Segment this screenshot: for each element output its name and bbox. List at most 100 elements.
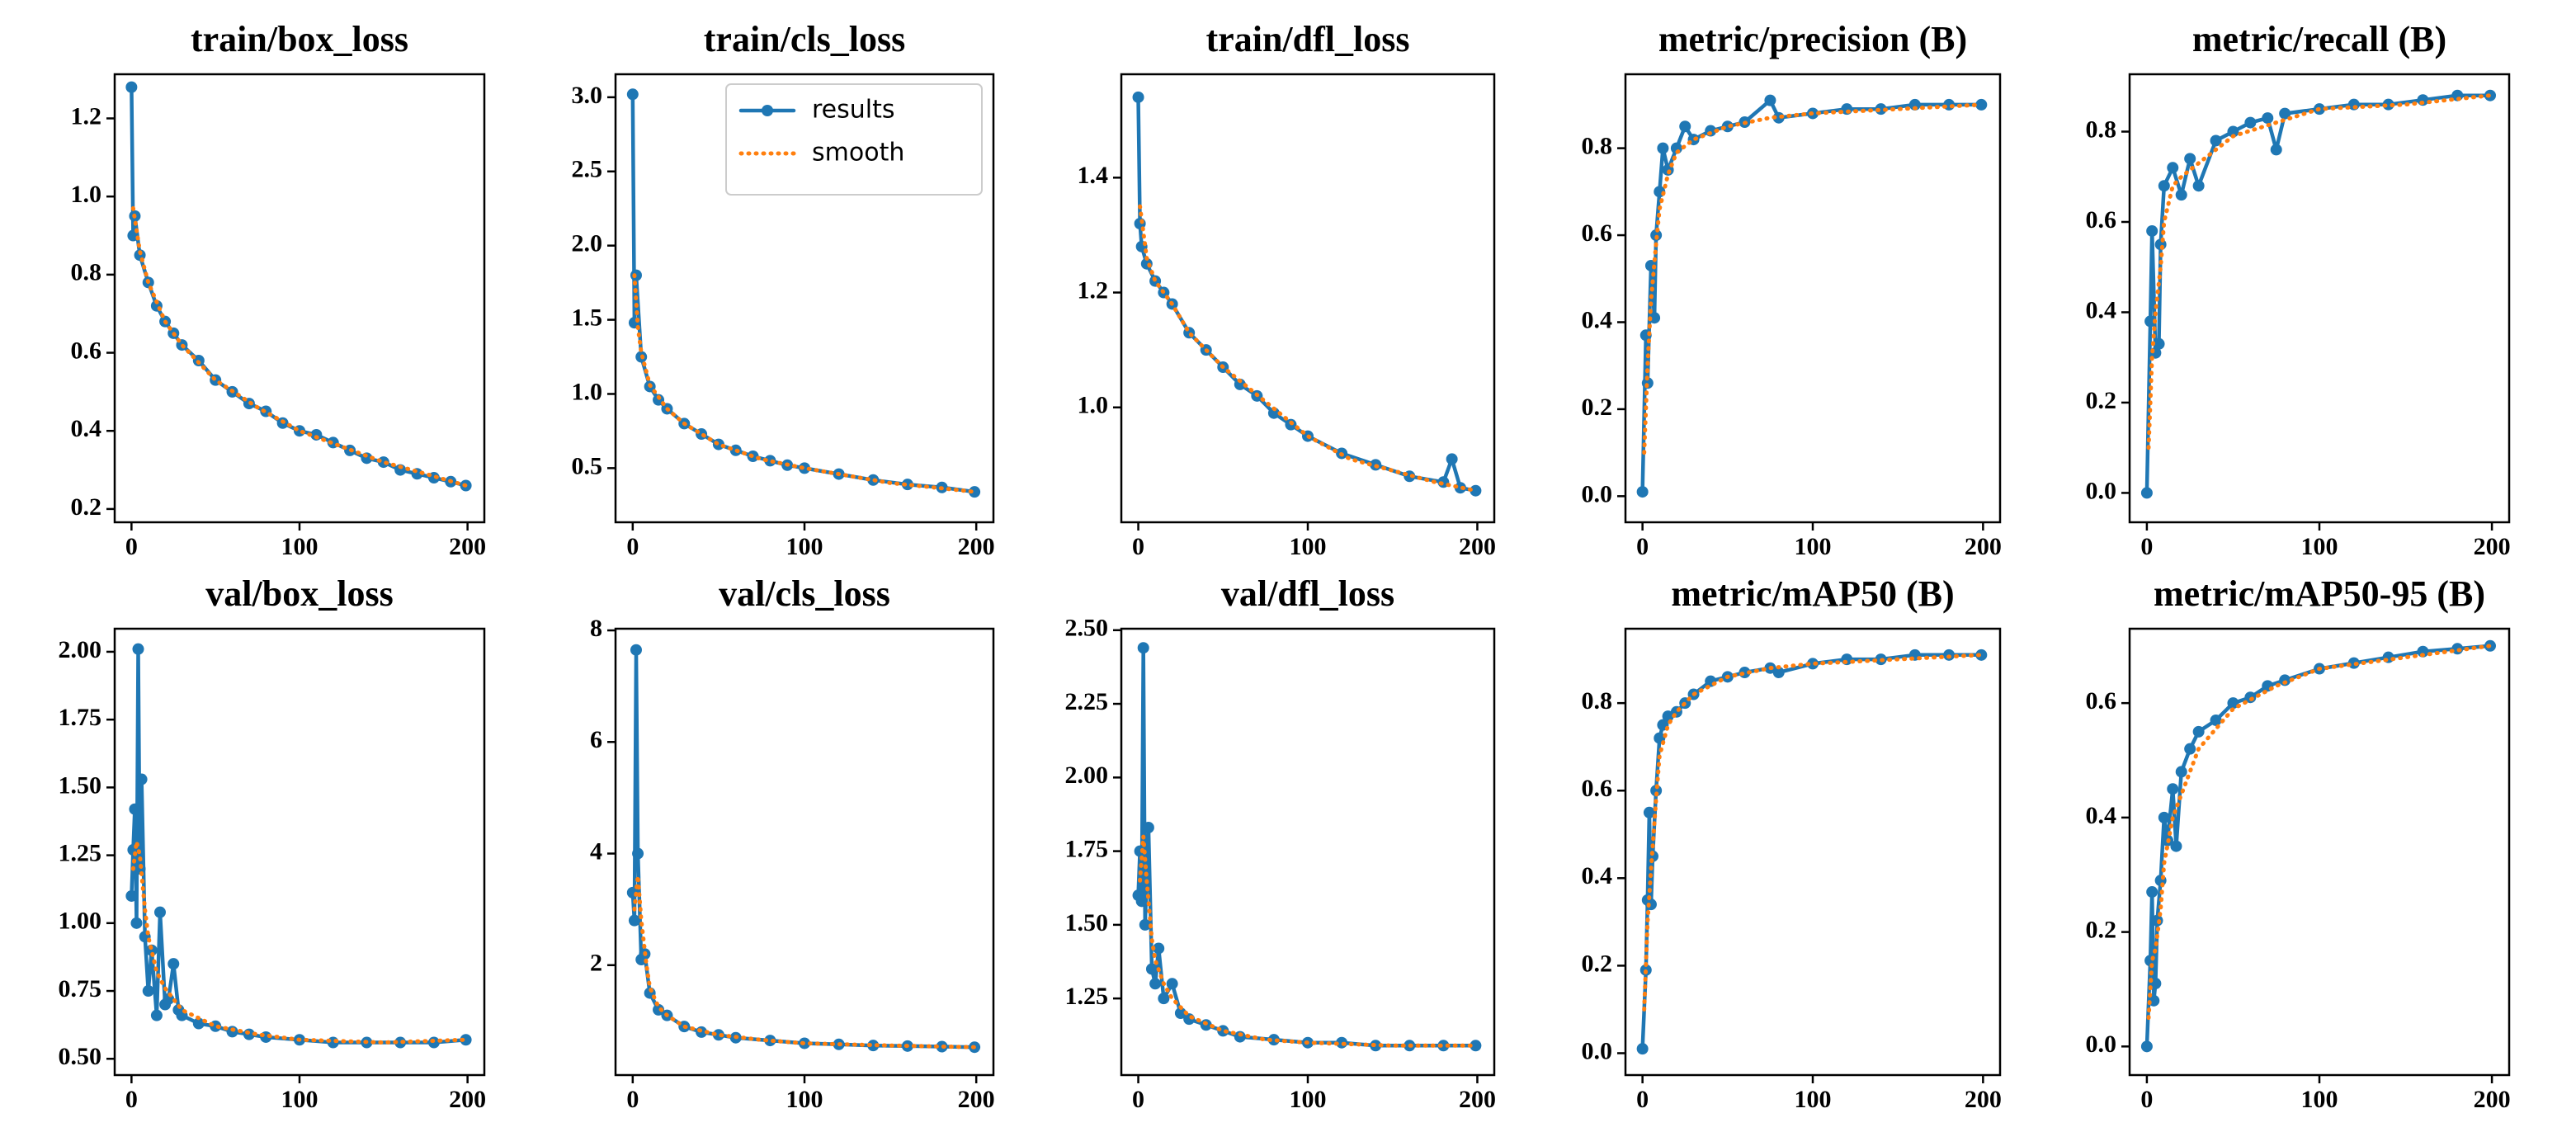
data-point: [1132, 91, 1144, 103]
smooth-line: [1642, 653, 1984, 1012]
data-point: [167, 958, 180, 970]
data-point: [2140, 487, 2153, 499]
x-tick-label: 200: [449, 533, 486, 560]
data-point: [1636, 1043, 1649, 1055]
chart-title: metric/mAP50 (B): [1671, 573, 1954, 614]
data-point: [1139, 918, 1151, 931]
data-point: [2170, 840, 2182, 852]
data-point: [130, 917, 143, 929]
data-point: [1267, 407, 1280, 419]
subplot: train/box_loss 0.2 0.4 0.6 0.8 1.0 1.2 0 100 200: [71, 19, 487, 560]
data-point: [1772, 667, 1785, 679]
data-point: [1975, 649, 1988, 661]
y-tick-label: 0.8: [71, 259, 102, 286]
data-point: [192, 1017, 205, 1030]
smooth-line: [1138, 834, 1478, 1048]
data-point: [1153, 942, 1165, 955]
axes-frame: [614, 627, 995, 1077]
data-point: [2140, 1040, 2153, 1053]
y-tick-label: 1.50: [59, 771, 102, 799]
y-tick-label: 0.0: [2086, 477, 2117, 504]
series-line: [130, 647, 468, 1045]
data-point: [394, 464, 407, 476]
y-tick-label: 0.0: [2086, 1031, 2117, 1058]
data-point: [2279, 107, 2291, 120]
x-tick-label: 200: [1459, 533, 1496, 560]
x-tick-label: 100: [786, 1086, 823, 1113]
data-point: [969, 486, 981, 498]
axes-frame: [1120, 73, 1496, 524]
axes-frame: [2128, 73, 2511, 524]
y-tick-label: 1.00: [59, 908, 102, 935]
data-point: [135, 773, 148, 785]
legend-label: results: [812, 96, 895, 125]
plot-area: [125, 81, 472, 492]
x-tick-label: 0: [2140, 533, 2153, 560]
data-point: [901, 479, 913, 491]
x-tick-label: 0: [125, 533, 138, 560]
y-tick-label: 1.50: [1065, 909, 1109, 936]
y-tick-label: 0.6: [71, 337, 102, 364]
data-point: [2262, 112, 2274, 125]
y-tick-label: 0.2: [2086, 916, 2117, 943]
series-line: [1640, 98, 1984, 494]
data-point: [1135, 895, 1148, 908]
plot-area: [1132, 91, 1482, 497]
series-line: [1136, 645, 1478, 1048]
y-tick-label: 6: [590, 726, 602, 753]
y-tick-label: 0.8: [2086, 116, 2117, 143]
y-tick-label: 0.6: [2086, 687, 2117, 715]
subplot: val/dfl_loss 1.25 1.50 1.75 2.00 2.25 2.50 0 100…: [1065, 573, 1496, 1113]
data-point: [1643, 806, 1655, 818]
y-tick-label: 2.0: [572, 230, 603, 257]
y-tick-label: 2: [590, 950, 602, 977]
x-tick-label: 200: [2474, 1086, 2511, 1113]
data-point: [1908, 98, 1921, 111]
smooth-line: [632, 273, 977, 494]
data-point: [2417, 645, 2429, 658]
x-tick-label: 0: [1636, 1086, 1649, 1113]
data-point: [2184, 743, 2196, 755]
y-tick-label: 0.6: [1582, 775, 1613, 802]
data-point: [628, 914, 640, 927]
y-tick-label: 1.25: [59, 840, 102, 867]
chart-title: train/dfl_loss: [1206, 19, 1410, 59]
data-point: [153, 906, 166, 918]
data-point: [150, 1009, 163, 1021]
y-tick-label: 0.4: [1582, 306, 1613, 333]
data-point: [2158, 811, 2170, 823]
plot-area: [626, 88, 981, 498]
data-point: [2192, 725, 2205, 738]
data-point: [1174, 1007, 1187, 1020]
data-point: [1764, 94, 1776, 106]
data-point: [1807, 658, 1819, 670]
plot-area: [2140, 639, 2496, 1053]
data-point: [1267, 1034, 1280, 1046]
y-tick-label: 1.25: [1065, 983, 1109, 1010]
series-line: [1640, 653, 1984, 1051]
data-point: [630, 644, 642, 656]
data-point: [1137, 642, 1149, 654]
data-point: [867, 1040, 880, 1052]
smooth-line: [1138, 204, 1478, 493]
axes-frame: [113, 73, 486, 524]
y-tick-label: 2.50: [1065, 615, 1109, 642]
data-point: [2279, 674, 2291, 686]
y-tick-label: 8: [590, 615, 602, 642]
plot-area: [125, 643, 472, 1049]
data-point: [2210, 714, 2222, 726]
chart-title: metric/precision (B): [1658, 19, 1967, 59]
y-tick-label: 0.8: [1582, 133, 1613, 160]
data-point: [132, 643, 144, 655]
subplot: metric/recall (B) 0.0 0.2 0.4 0.6 0.8 0 100 200: [2086, 19, 2511, 560]
y-tick-label: 1.0: [1078, 392, 1109, 419]
y-tick-label: 0.4: [2086, 296, 2117, 323]
y-tick-label: 2.25: [1065, 688, 1109, 715]
data-point: [1662, 710, 1674, 723]
data-point: [632, 847, 644, 860]
x-tick-label: 200: [958, 533, 995, 560]
y-tick-label: 0.2: [71, 493, 102, 521]
axes-frame: [1624, 627, 2002, 1077]
data-point: [1454, 482, 1466, 494]
data-point: [764, 1035, 776, 1047]
